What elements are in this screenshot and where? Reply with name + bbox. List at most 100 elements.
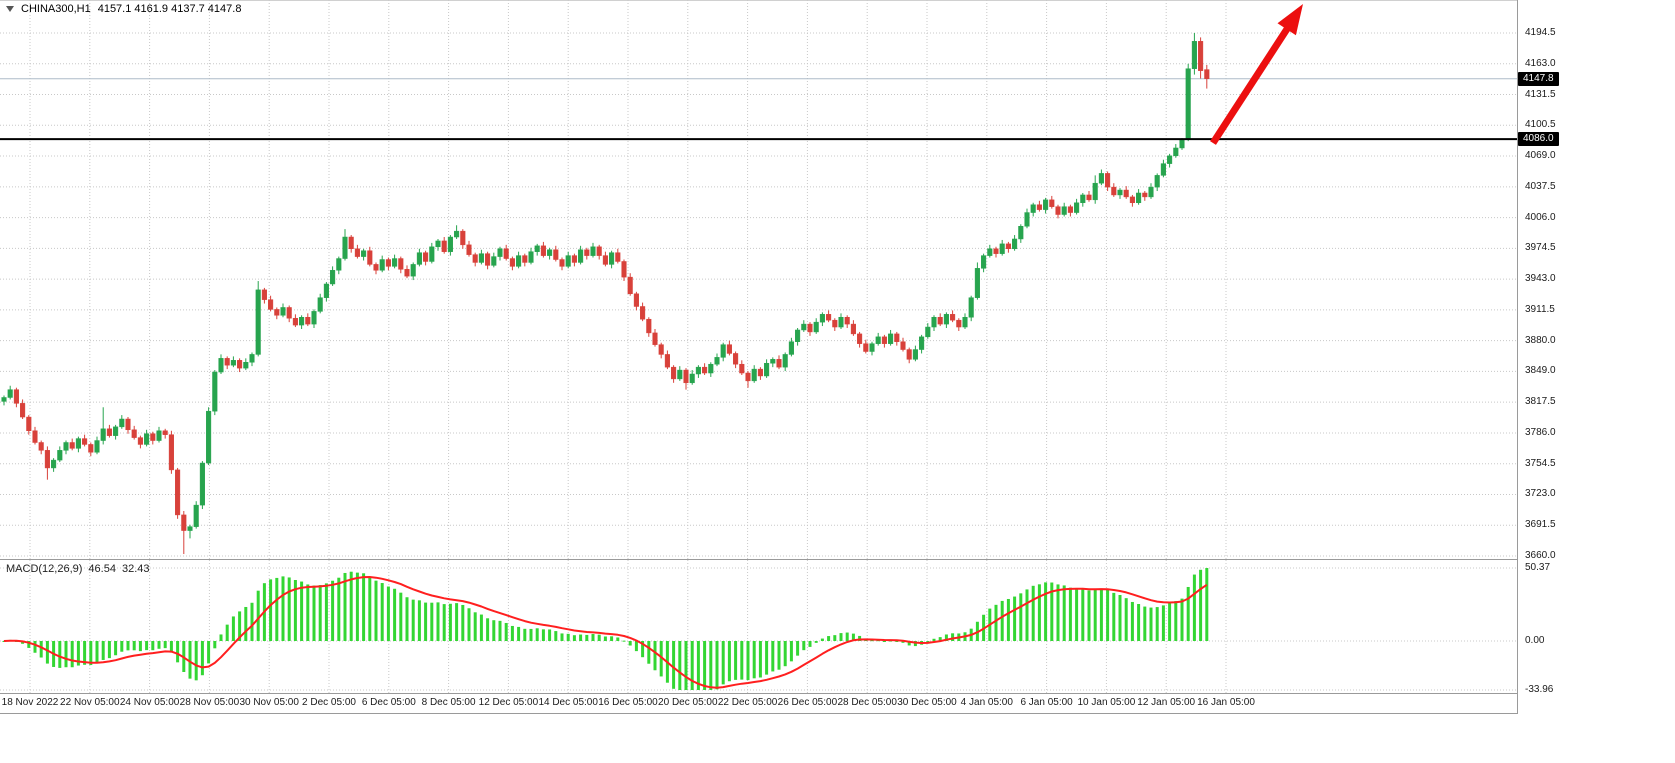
macd-histogram-bar <box>169 641 173 653</box>
candlestick-chart[interactable] <box>0 0 1517 559</box>
candle <box>1030 202 1036 217</box>
candle <box>497 246 503 261</box>
macd-histogram-bar <box>374 580 378 641</box>
candle <box>788 337 794 357</box>
candle <box>410 262 416 281</box>
macd-histogram-bar <box>1130 601 1134 641</box>
macd-histogram-bar <box>789 641 793 662</box>
price-chart-pane[interactable]: CHINA300,H1 4157.1 4161.9 4137.7 4147.8 <box>0 0 1517 559</box>
candle-body <box>726 344 732 354</box>
candle-body <box>813 321 819 333</box>
macd-histogram-bar <box>1199 569 1203 641</box>
candle-body <box>472 254 478 263</box>
candle-body <box>429 246 435 262</box>
price-label: 4069.0 <box>1525 150 1556 162</box>
price-label: 3817.5 <box>1525 396 1556 408</box>
candle <box>795 328 801 346</box>
candle-body <box>931 316 937 328</box>
candle <box>764 359 770 378</box>
candle-body <box>627 276 633 295</box>
candle <box>51 458 57 472</box>
candle-body <box>894 333 900 342</box>
macd-histogram-bar <box>1205 568 1209 641</box>
candle-body <box>819 314 825 323</box>
candle <box>460 229 466 249</box>
candle <box>330 266 336 286</box>
candle-body <box>193 504 199 527</box>
time-label: 16 Dec 05:00 <box>598 697 658 708</box>
candle-body <box>881 336 887 344</box>
candle-body <box>1154 175 1160 188</box>
candle-body <box>330 270 336 285</box>
candle <box>404 265 410 279</box>
candle-body <box>224 358 230 366</box>
macd-histogram-bar <box>337 577 341 641</box>
macd-histogram-bar <box>1062 585 1066 641</box>
candle <box>1043 197 1049 214</box>
candle-body <box>392 258 398 267</box>
macd-histogram-bar <box>684 641 688 690</box>
candle-body <box>44 450 50 469</box>
time-label: 28 Dec 05:00 <box>837 697 897 708</box>
candle-body <box>826 314 832 321</box>
time-label: 30 Nov 05:00 <box>239 697 299 708</box>
candle <box>305 313 311 327</box>
symbol-dropdown-icon[interactable] <box>6 6 14 12</box>
macd-histogram-bar <box>1025 589 1029 641</box>
macd-histogram-bar <box>994 604 998 641</box>
candle-body <box>447 236 453 252</box>
candle <box>429 242 435 264</box>
price-label: 3849.0 <box>1525 365 1556 377</box>
candle <box>113 424 119 440</box>
macd-histogram-bar <box>907 641 911 646</box>
trend-arrow-annotation[interactable] <box>1210 4 1303 145</box>
macd-histogram-bar <box>1137 603 1141 641</box>
price-label: 3911.5 <box>1525 303 1555 315</box>
time-label: 6 Dec 05:00 <box>361 697 416 708</box>
macd-histogram-bar <box>176 641 180 663</box>
macd-histogram-bar <box>833 635 837 641</box>
candle-body <box>1055 206 1061 215</box>
price-label: 3660.0 <box>1525 550 1556 561</box>
macd-histogram-bar <box>343 572 347 641</box>
macd-histogram-bar <box>467 608 471 641</box>
candle-body <box>516 255 522 267</box>
candle <box>168 430 174 474</box>
candle-body <box>323 283 329 298</box>
candle-body <box>571 255 577 263</box>
candle <box>937 313 943 327</box>
candle-body <box>832 319 838 328</box>
macd-pane[interactable]: MACD(12,26,9) 46.54 32.43 <box>0 560 1517 693</box>
pane-divider[interactable] <box>0 559 1675 560</box>
macd-histogram-bar <box>678 641 682 690</box>
macd-histogram-bar <box>591 634 595 641</box>
candle <box>32 426 38 445</box>
macd-histogram-bar <box>808 641 812 647</box>
macd-histogram-bar <box>1112 592 1116 641</box>
candle-body <box>156 430 162 441</box>
macd-histogram-bar <box>566 633 570 641</box>
window-top-border <box>0 0 1675 1</box>
candle <box>751 365 757 383</box>
candle <box>1129 194 1135 207</box>
macd-chart[interactable] <box>0 560 1517 693</box>
candle <box>602 251 608 267</box>
macd-histogram-bar <box>1118 595 1122 641</box>
candle-body <box>863 343 869 352</box>
candle <box>850 320 856 336</box>
candle <box>925 323 931 339</box>
candle-body <box>987 248 993 256</box>
macd-histogram-bar <box>151 641 155 651</box>
time-axis[interactable]: 18 Nov 2022 22 Nov 05:00 24 Nov 05:00 28 No… <box>0 694 1517 713</box>
time-label: 26 Dec 05:00 <box>777 697 838 708</box>
candle-body <box>144 433 150 445</box>
price-axis[interactable]: 4147.8 4086.0 4194.5 4163.0 4131.5 4100.5 40… <box>1518 0 1675 763</box>
macd-histogram-bar <box>213 641 217 649</box>
macd-histogram-bar <box>83 641 87 665</box>
candle <box>13 387 19 408</box>
candle <box>900 337 906 352</box>
candle <box>869 341 875 356</box>
macd-histogram-bar <box>647 641 651 664</box>
candle-body <box>342 236 348 259</box>
candle <box>1024 208 1030 229</box>
